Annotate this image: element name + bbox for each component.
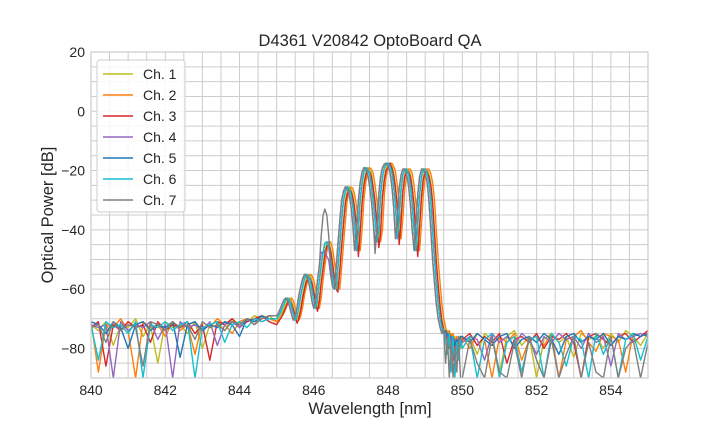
x-tick-label: 846 — [302, 382, 326, 398]
y-axis-label: Optical Power [dB] — [39, 147, 57, 284]
legend-label-ch-7: Ch. 7 — [143, 192, 177, 208]
legend-label-ch-5: Ch. 5 — [143, 150, 177, 166]
x-tick-label: 854 — [599, 382, 623, 398]
series-line-ch-6 — [91, 162, 648, 378]
y-tick-label: 0 — [77, 103, 85, 119]
plot-frame — [90, 51, 649, 379]
legend: Ch. 1 Ch. 2 Ch. 3 Ch. 4 Ch. 5 Ch. 6 Ch. 7 — [96, 59, 186, 213]
legend-label-ch-3: Ch. 3 — [143, 108, 177, 124]
x-tick-label: 850 — [451, 382, 475, 398]
legend-box — [96, 59, 186, 213]
legend-label-ch-1: Ch. 1 — [143, 66, 177, 82]
legend-label-ch-4: Ch. 4 — [143, 129, 177, 145]
x-tick-label: 848 — [376, 382, 400, 398]
x-tick-label: 852 — [525, 382, 549, 398]
y-tick-labels: 20 0 −20 −40 −60 −80 — [61, 44, 85, 356]
legend-label-ch-6: Ch. 6 — [143, 171, 177, 187]
x-tick-label: 844 — [228, 382, 252, 398]
y-tick-label: −80 — [61, 340, 85, 356]
series-lines — [91, 162, 648, 378]
x-axis-label: Wavelength [nm] — [308, 400, 431, 418]
y-tick-label: −40 — [61, 222, 85, 238]
y-tick-label: −60 — [61, 281, 85, 297]
series-line-ch-7 — [91, 162, 648, 378]
x-tick-label: 840 — [79, 382, 103, 398]
x-tick-labels: 840 842 844 846 848 850 852 854 — [79, 382, 622, 398]
y-tick-label: −20 — [61, 163, 85, 179]
legend-label-ch-2: Ch. 2 — [143, 87, 177, 103]
chart-title: D4361 V20842 OptoBoard QA — [259, 32, 482, 50]
y-tick-label: 20 — [69, 44, 85, 60]
x-tick-label: 842 — [154, 382, 178, 398]
